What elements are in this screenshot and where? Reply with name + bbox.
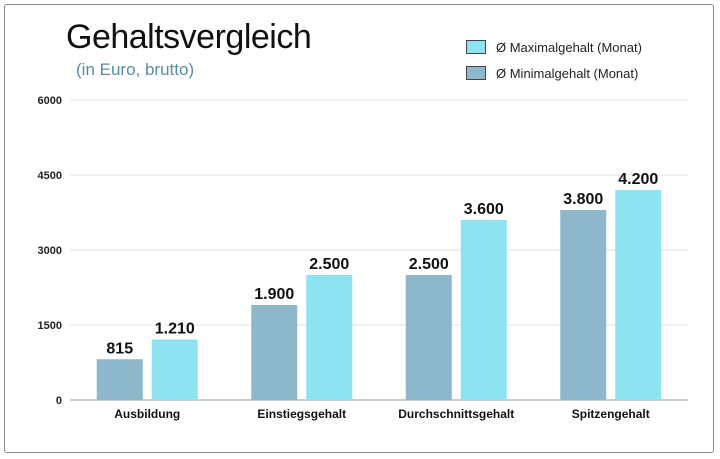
data-label-min-3: 3.800 [563,191,603,208]
bar-max-3 [615,190,662,400]
bar-min-1 [251,305,298,400]
y-tick-label-4500: 4500 [38,170,62,182]
x-tick-label-3: Spitzengehalt [572,407,650,421]
legend-swatch-max [466,40,486,54]
data-label-min-1: 1.900 [254,286,294,303]
x-tick-label-1: Einstiegsgehalt [257,407,346,421]
legend-label-min: Ø Minimalgehalt (Monat) [496,65,639,81]
data-label-min-0: 815 [106,340,133,357]
y-tick-label-6000: 6000 [38,95,62,107]
data-label-max-0: 1.210 [155,321,195,338]
bar-min-3 [560,210,607,400]
bar-max-2 [460,220,507,400]
legend-swatch-min [466,66,486,80]
data-label-max-1: 2.500 [309,256,349,273]
legend-item-max: Ø Maximalgehalt (Monat) [466,34,642,60]
x-tick-label-2: Durchschnittsgehalt [398,407,514,421]
chart-title: Gehaltsvergleich [66,18,312,56]
legend-label-max: Ø Maximalgehalt (Monat) [496,39,642,55]
bar-min-0 [96,359,143,400]
data-label-min-2: 2.500 [409,256,449,273]
y-tick-label-1500: 1500 [38,320,62,332]
chart-subtitle: (in Euro, brutto) [76,60,195,79]
bar-max-1 [306,275,353,400]
legend-item-min: Ø Minimalgehalt (Monat) [466,60,642,86]
y-tick-label-3000: 3000 [38,245,62,257]
bar-min-2 [405,275,452,400]
legend: Ø Maximalgehalt (Monat) Ø Minimalgehalt … [466,34,642,86]
x-tick-label-0: Ausbildung [114,407,180,421]
data-label-max-2: 3.600 [464,201,504,218]
bar-max-0 [151,339,198,400]
y-tick-label-0: 0 [56,395,62,407]
data-label-max-3: 4.200 [618,171,658,188]
